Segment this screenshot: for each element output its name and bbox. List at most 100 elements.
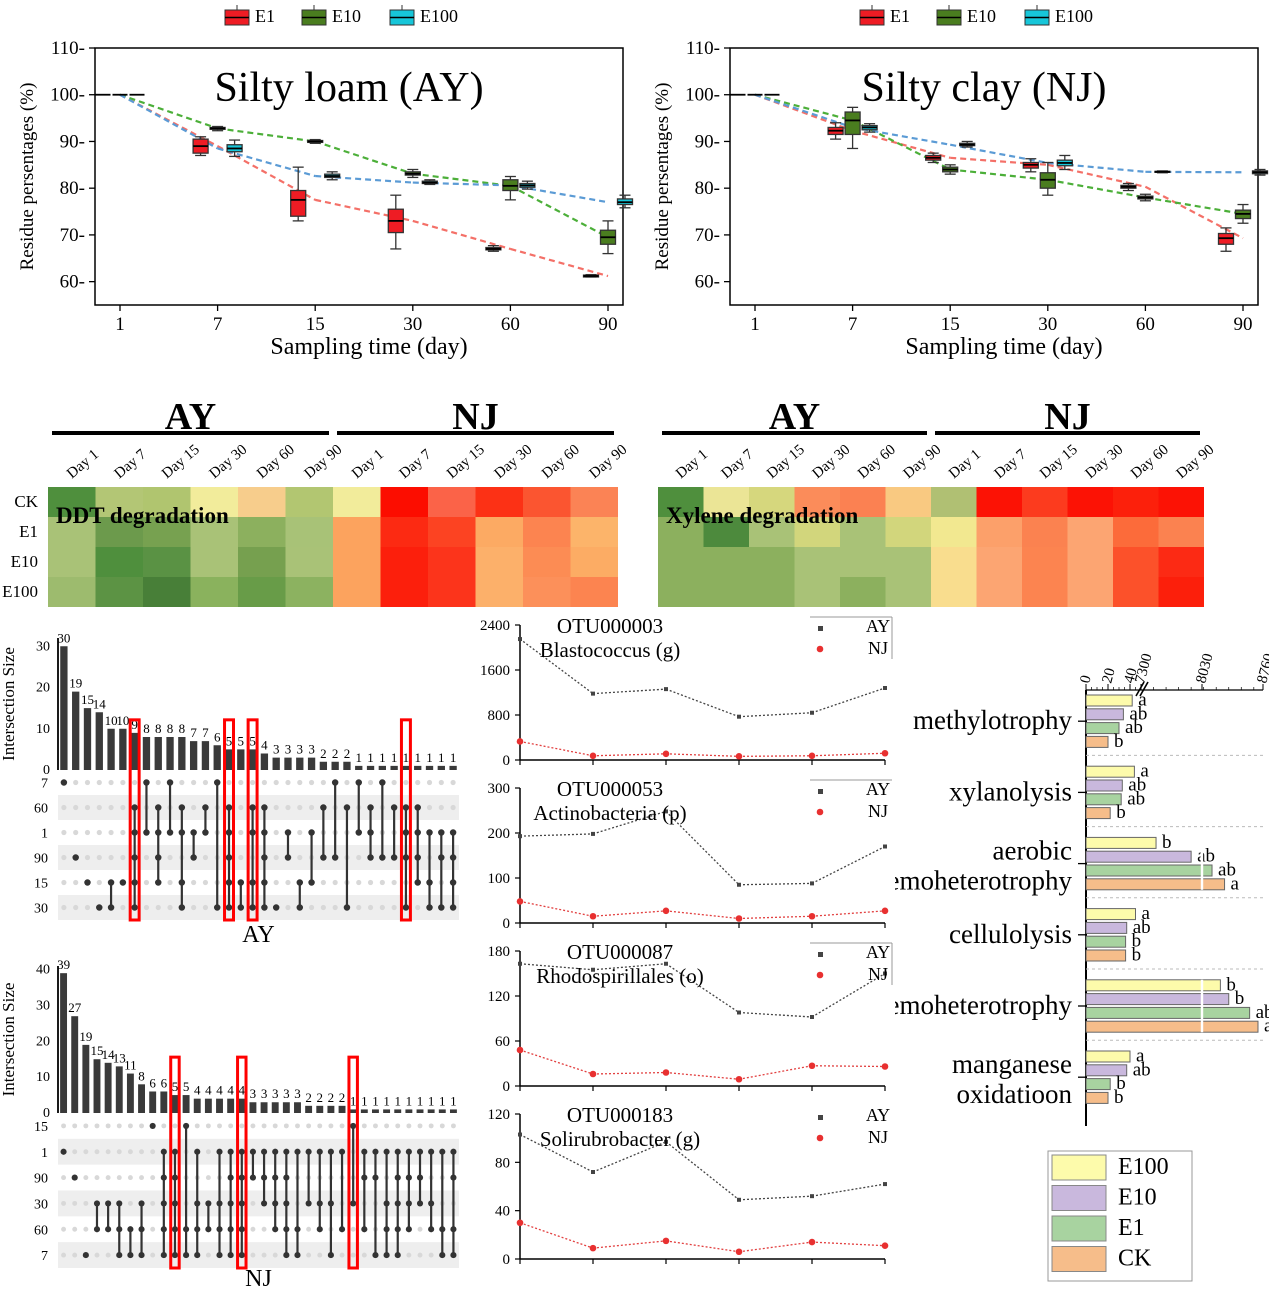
svg-text:E1: E1 (890, 6, 910, 26)
svg-text:19: 19 (69, 676, 82, 691)
svg-text:30: 30 (34, 902, 48, 917)
svg-text:Residue persentages (%): Residue persentages (%) (17, 83, 38, 271)
svg-text:cellulolysis: cellulolysis (949, 919, 1072, 949)
svg-text:0: 0 (43, 1106, 50, 1121)
svg-text:Day 7: Day 7 (719, 446, 757, 482)
svg-text:Xylene degradation: Xylene degradation (666, 503, 859, 528)
svg-text:7: 7 (41, 1249, 48, 1264)
svg-text:Residue persentages (%): Residue persentages (%) (652, 83, 673, 271)
svg-text:Day 60: Day 60 (254, 442, 298, 482)
svg-text:OTU000003: OTU000003 (557, 615, 663, 638)
svg-text:Day 90: Day 90 (901, 442, 945, 482)
svg-text:E10: E10 (11, 552, 38, 571)
svg-text:NJ: NJ (868, 801, 888, 821)
svg-text:60-: 60- (60, 272, 85, 293)
svg-text:3: 3 (272, 1086, 279, 1101)
svg-text:Blastococcus (g): Blastococcus (g) (540, 638, 681, 662)
svg-text:E100: E100 (1055, 6, 1093, 26)
svg-text:60-: 60- (695, 272, 720, 293)
svg-text:8: 8 (143, 721, 150, 736)
svg-text:80-: 80- (60, 178, 85, 199)
svg-text:100: 100 (488, 871, 511, 887)
svg-text:a: a (1264, 1016, 1269, 1037)
svg-text:Day 15: Day 15 (1037, 442, 1081, 482)
svg-text:7: 7 (848, 314, 858, 335)
svg-text:ab: ab (1133, 1059, 1151, 1080)
svg-text:30: 30 (36, 639, 50, 654)
svg-text:4: 4 (194, 1083, 201, 1098)
svg-text:E1: E1 (19, 522, 38, 541)
svg-text:3: 3 (294, 1086, 301, 1101)
svg-text:OTU000183: OTU000183 (567, 1104, 673, 1127)
svg-text:xylanolysis: xylanolysis (949, 776, 1072, 806)
svg-text:AY: AY (866, 779, 890, 799)
svg-text:4: 4 (227, 1083, 234, 1098)
svg-text:1: 1 (372, 1093, 379, 1108)
svg-text:6: 6 (149, 1075, 156, 1090)
svg-text:AY: AY (866, 942, 890, 962)
svg-text:7: 7 (202, 725, 209, 740)
svg-text:Silty clay (NJ): Silty clay (NJ) (862, 65, 1107, 111)
svg-text:NJ: NJ (868, 638, 888, 658)
svg-text:5: 5 (172, 1079, 179, 1094)
svg-text:4: 4 (261, 738, 268, 753)
svg-text:DDT degradation: DDT degradation (56, 503, 229, 528)
svg-text:Sampling time (day): Sampling time (day) (270, 334, 467, 360)
svg-text:0: 0 (503, 753, 511, 769)
svg-text:ab: ab (1127, 788, 1145, 809)
svg-text:60: 60 (34, 1223, 48, 1238)
svg-text:Day 1: Day 1 (64, 447, 102, 483)
svg-text:Day 90: Day 90 (302, 442, 346, 482)
svg-text:ab: ab (1197, 846, 1215, 867)
svg-text:4: 4 (239, 1083, 246, 1098)
svg-text:7300: 7300 (1132, 652, 1155, 685)
svg-text:1: 1 (750, 314, 760, 335)
svg-text:3: 3 (297, 742, 304, 757)
svg-text:0: 0 (503, 916, 511, 932)
svg-text:methylotrophy: methylotrophy (913, 705, 1072, 735)
svg-text:8030: 8030 (1193, 652, 1216, 685)
svg-text:90-: 90- (695, 131, 720, 152)
svg-text:80-: 80- (695, 178, 720, 199)
svg-text:30: 30 (34, 1197, 48, 1212)
svg-text:30: 30 (1038, 314, 1057, 335)
svg-text:Day 30: Day 30 (207, 442, 251, 482)
svg-text:800: 800 (488, 708, 511, 724)
svg-text:1: 1 (350, 1093, 357, 1108)
svg-text:6: 6 (214, 729, 221, 744)
svg-text:1: 1 (439, 1093, 446, 1108)
svg-text:60: 60 (501, 314, 520, 335)
svg-text:2: 2 (339, 1090, 346, 1105)
svg-text:20: 20 (36, 1034, 50, 1049)
svg-text:3: 3 (261, 1086, 268, 1101)
svg-text:90-: 90- (60, 131, 85, 152)
svg-text:2: 2 (305, 1090, 312, 1105)
svg-text:b: b (1114, 1087, 1124, 1108)
svg-text:7: 7 (190, 725, 197, 740)
svg-text:Day 30: Day 30 (810, 442, 854, 482)
svg-text:0: 0 (503, 1252, 511, 1268)
svg-text:AY: AY (866, 1105, 890, 1125)
svg-text:30: 30 (403, 314, 422, 335)
svg-text:3: 3 (285, 742, 292, 757)
svg-text:3: 3 (250, 1086, 257, 1101)
svg-text:7: 7 (41, 777, 48, 792)
svg-text:90: 90 (599, 314, 618, 335)
svg-text:Day 15: Day 15 (444, 442, 488, 482)
svg-text:b: b (1116, 802, 1126, 823)
svg-text:15: 15 (34, 877, 48, 892)
svg-text:CK: CK (1118, 1246, 1152, 1272)
svg-text:60: 60 (34, 802, 48, 817)
svg-text:10: 10 (36, 722, 50, 737)
svg-text:1: 1 (406, 1093, 413, 1108)
svg-text:15: 15 (941, 314, 960, 335)
svg-text:1: 1 (383, 1093, 390, 1108)
svg-text:Day 1: Day 1 (673, 447, 711, 483)
svg-text:110-: 110- (686, 38, 720, 59)
svg-text:Sampling time (day): Sampling time (day) (905, 334, 1102, 360)
svg-text:5: 5 (249, 733, 256, 748)
svg-text:chemoheterotrophy: chemoheterotrophy (895, 990, 1072, 1020)
svg-text:ab: ab (1125, 717, 1143, 738)
svg-text:2: 2 (328, 1090, 335, 1105)
svg-text:chemoheterotrophy: chemoheterotrophy (895, 866, 1072, 896)
